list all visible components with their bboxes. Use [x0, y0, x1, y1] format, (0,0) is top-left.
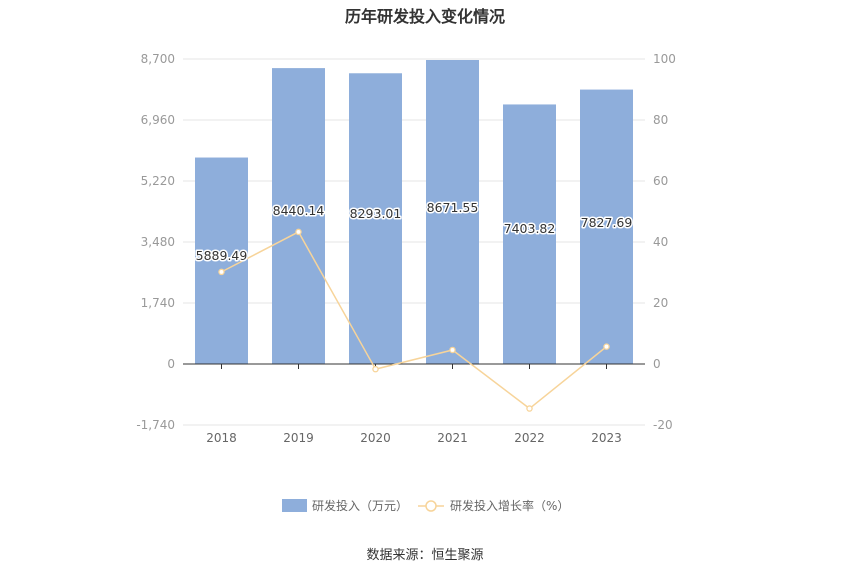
source-note: 数据来源：恒生聚源 — [366, 548, 483, 563]
legend-bar-label[interactable]: 研发投入（万元） — [312, 498, 408, 513]
bar-data-label: 8671.55 — [427, 200, 479, 215]
bar — [349, 73, 402, 365]
x-tick-label: 2020 — [360, 431, 391, 445]
chart-title: 历年研发投入变化情况 — [345, 7, 505, 26]
y-right-tick-label: -20 — [653, 418, 673, 432]
bar-data-label: 5889.49 — [196, 248, 248, 263]
y-right-tick-label: 100 — [653, 52, 676, 66]
x-axis: 2018 2019 2020 2021 2022 2023 — [206, 364, 622, 445]
bar — [195, 157, 248, 364]
y-axis-right: -20 0 20 40 60 80 100 — [653, 52, 676, 432]
gridlines — [183, 58, 645, 426]
y-left-tick-label: -1,740 — [136, 418, 175, 432]
legend-line-marker — [425, 500, 437, 512]
y-axis-left: -1,740 0 1,740 3,480 5,220 6,960 8,700 — [136, 52, 175, 432]
x-tick-label: 2019 — [283, 431, 314, 445]
y-left-tick-label: 0 — [167, 357, 175, 371]
line-series — [218, 228, 610, 412]
bar-data-label: 8293.01 — [350, 206, 402, 221]
y-right-tick-label: 60 — [653, 174, 668, 188]
line-point — [372, 365, 379, 373]
y-left-tick-label: 6,960 — [141, 113, 175, 127]
y-right-tick-label: 80 — [653, 113, 668, 127]
legend-line-label[interactable]: 研发投入增长率（%） — [450, 498, 569, 513]
y-left-tick-label: 3,480 — [141, 235, 175, 249]
y-left-tick-label: 1,740 — [141, 296, 175, 310]
bar-data-label: 7827.69 — [581, 215, 633, 230]
x-tick-label: 2021 — [437, 431, 468, 445]
line-point — [218, 268, 225, 276]
x-tick-label: 2018 — [206, 431, 237, 445]
line-point — [526, 405, 533, 412]
line-point — [449, 346, 456, 354]
y-right-tick-label: 40 — [653, 235, 668, 249]
y-right-tick-label: 20 — [653, 296, 668, 310]
legend-bar-swatch[interactable] — [282, 499, 307, 512]
line-point — [603, 343, 610, 350]
bar-data-label: 8440.14 — [273, 203, 325, 218]
y-left-tick-label: 5,220 — [141, 174, 175, 188]
bar-data-label: 7403.82 — [504, 221, 556, 236]
bar — [426, 59, 479, 365]
legend: 研发投入（万元） 研发投入增长率（%） — [282, 498, 569, 513]
bar-series — [195, 59, 633, 365]
x-tick-label: 2022 — [514, 431, 545, 445]
bar — [272, 68, 325, 364]
y-right-tick-label: 0 — [653, 357, 661, 371]
bar — [580, 89, 633, 364]
bar — [503, 104, 556, 364]
y-left-tick-label: 8,700 — [141, 52, 175, 66]
x-tick-label: 2023 — [591, 431, 622, 445]
bar-data-labels: 5889.49 8440.14 8293.01 8671.55 7403.82 7827.… — [194, 199, 634, 265]
line-point — [295, 228, 302, 236]
growth-line — [221, 230, 607, 410]
